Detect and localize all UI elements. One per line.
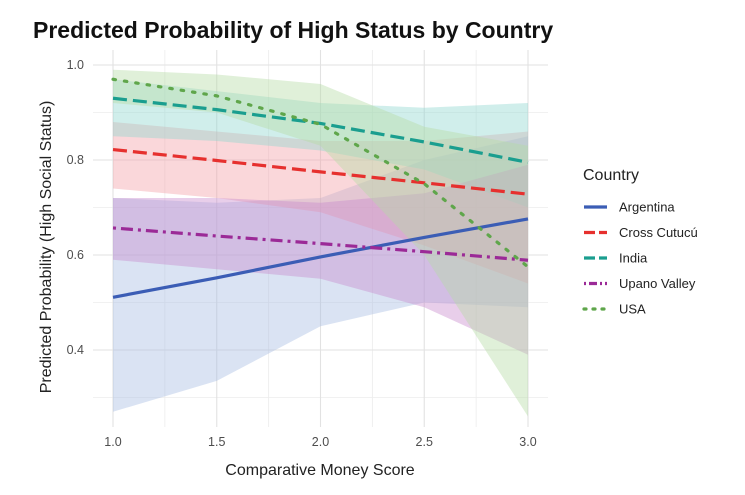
x-tick-label: 1.5	[208, 435, 225, 449]
y-tick-label: 1.0	[67, 58, 84, 72]
series-lines	[111, 77, 530, 299]
confidence-band	[113, 79, 528, 208]
legend-label: India	[619, 251, 648, 266]
legend-title: Country	[583, 167, 639, 184]
y-axis-title: Predicted Probability (High Social Statu…	[38, 101, 55, 394]
series-line	[112, 147, 529, 196]
series-line	[111, 77, 530, 269]
x-axis-ticks: 1.0 1.5 2.0 2.5 3.0	[104, 435, 536, 449]
x-axis-title: Comparative Money Score	[225, 462, 415, 479]
legend-label: USA	[619, 302, 646, 317]
y-tick-label: 0.4	[67, 343, 84, 357]
grid	[93, 50, 548, 427]
series-line	[112, 226, 529, 262]
x-tick-label: 3.0	[519, 435, 536, 449]
legend-label: Argentina	[619, 200, 675, 215]
confidence-band	[113, 136, 528, 412]
series-line	[112, 96, 529, 164]
confidence-bands	[113, 69, 528, 417]
legend-label: Cross Cutucú	[619, 225, 698, 240]
x-tick-label: 2.5	[416, 435, 433, 449]
legend-label: Upano Valley	[619, 276, 696, 291]
series-line	[112, 217, 529, 299]
confidence-band	[113, 164, 528, 355]
x-tick-label: 1.0	[104, 435, 121, 449]
confidence-band	[113, 122, 528, 284]
chart-title: Predicted Probability of High Status by …	[33, 17, 553, 43]
legend: Country Argentina Cross Cutucú India Upano …	[582, 167, 698, 317]
confidence-band	[113, 69, 528, 417]
y-tick-label: 0.6	[67, 248, 84, 262]
y-tick-label: 0.8	[67, 153, 84, 167]
x-tick-label: 2.0	[312, 435, 329, 449]
y-axis-ticks: 0.4 0.6 0.8 1.0	[67, 58, 84, 357]
